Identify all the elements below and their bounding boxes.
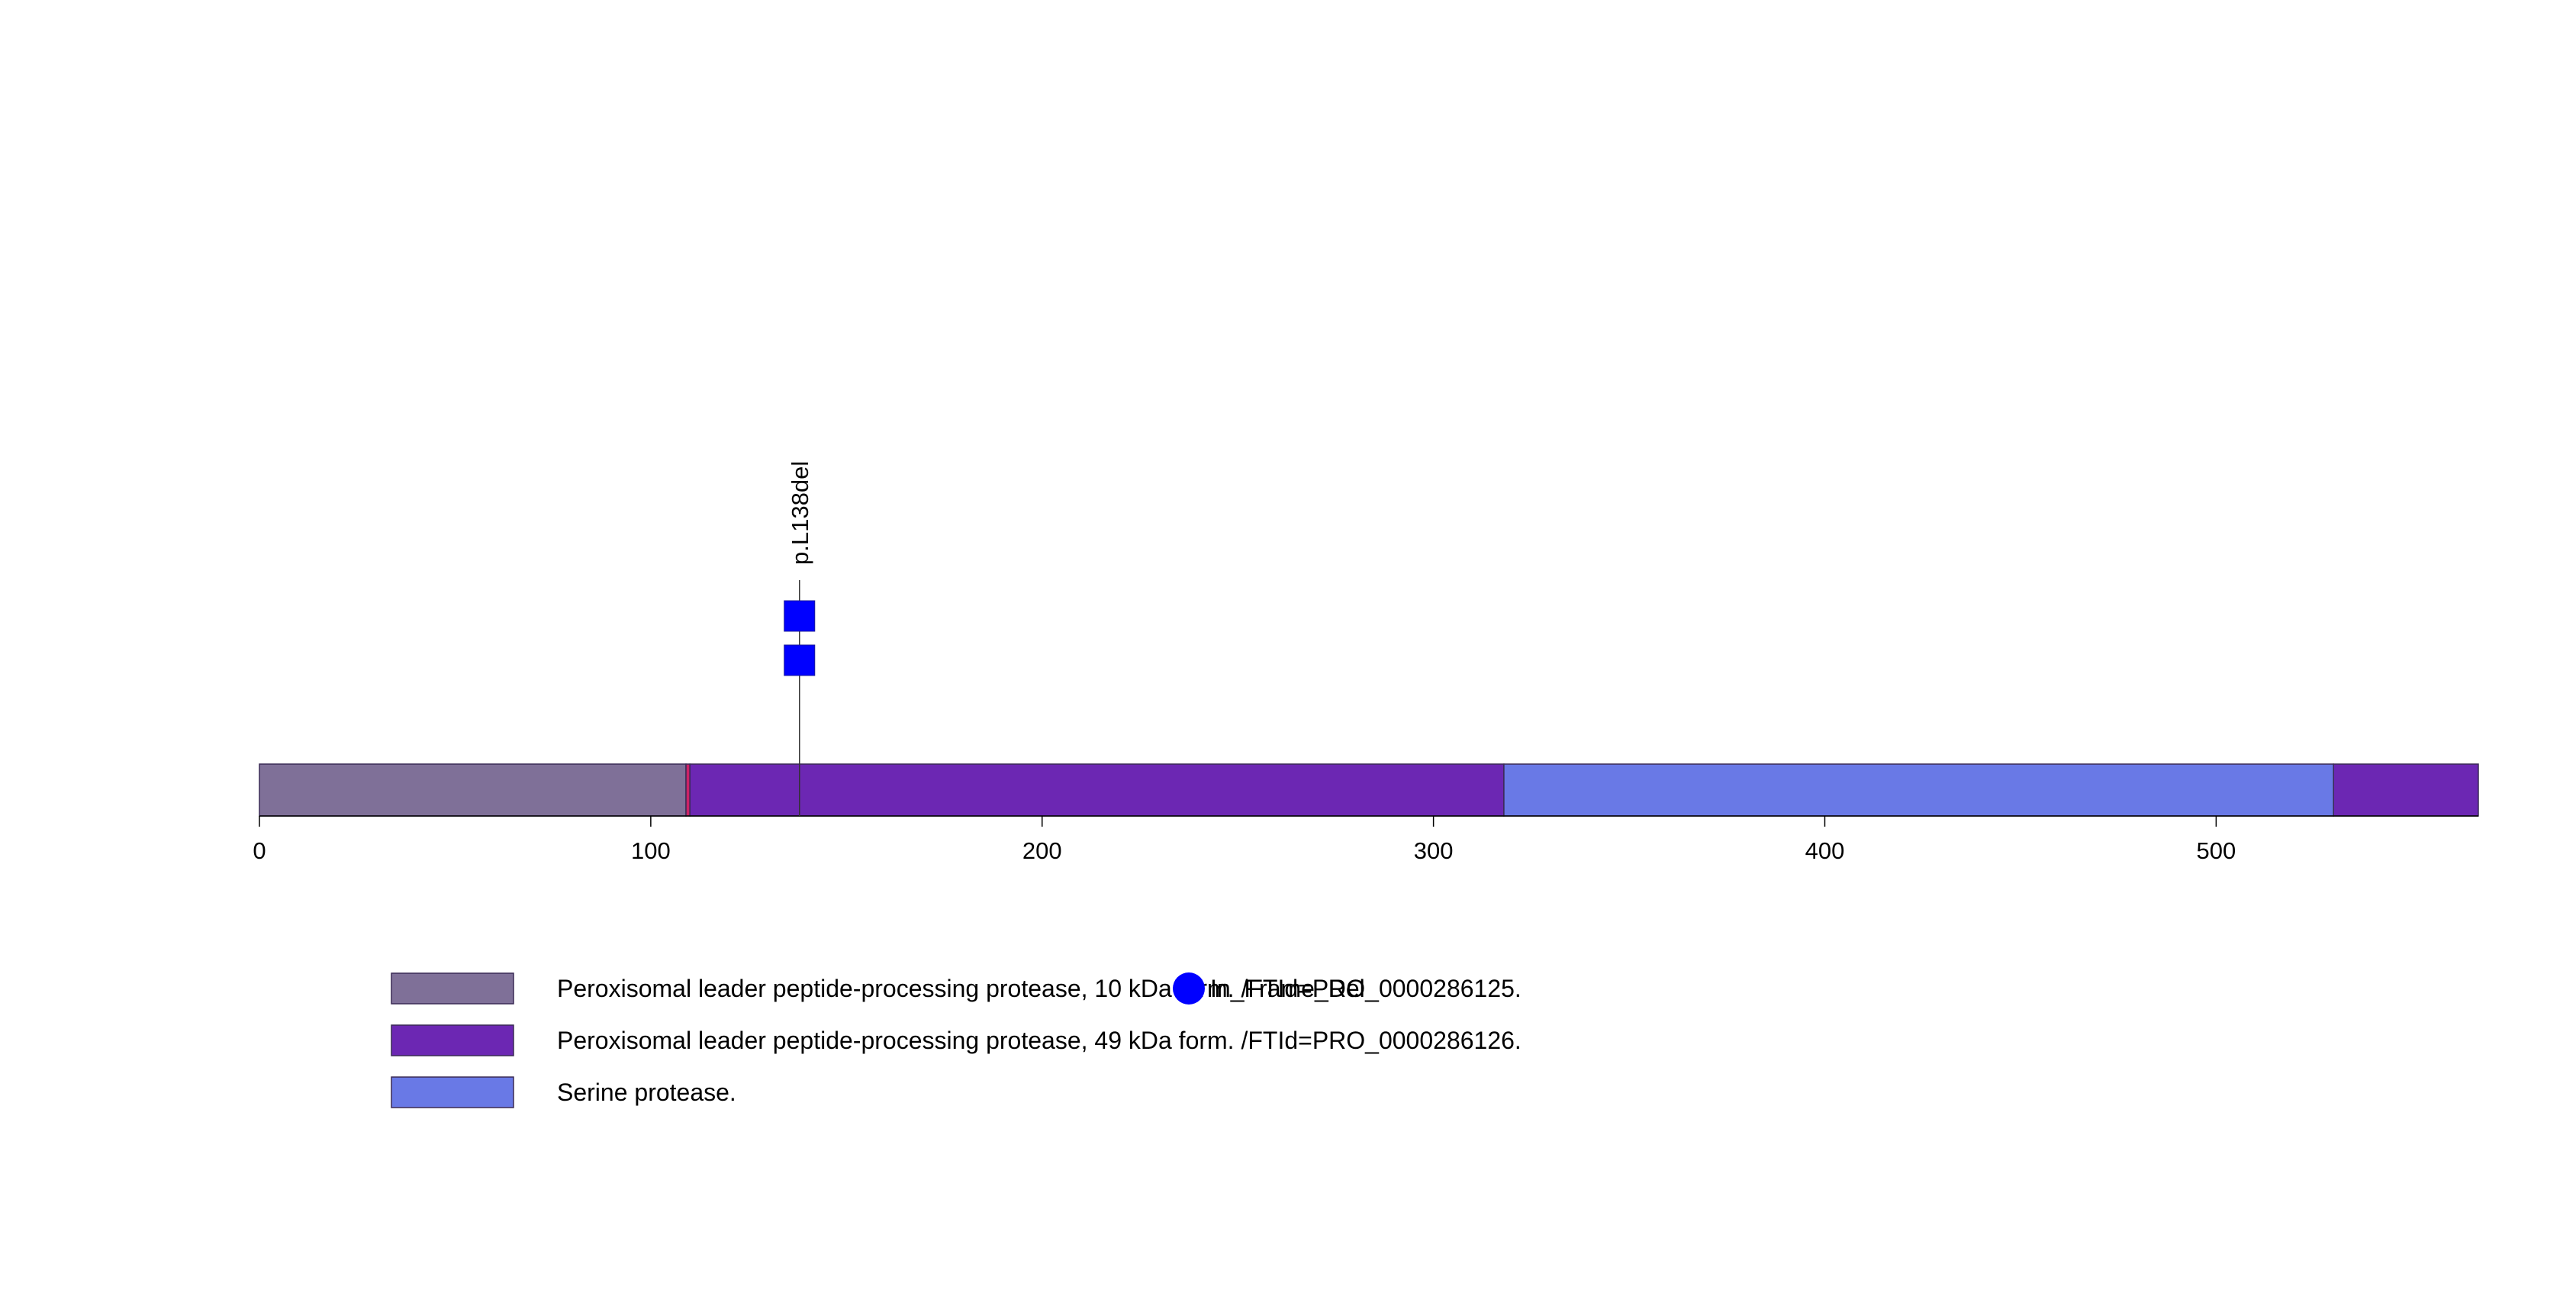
axis-tick-label: 500: [2197, 837, 2236, 864]
legend-mutation-marker: [1173, 972, 1205, 1005]
legend-label: Peroxisomal leader peptide-processing pr…: [557, 975, 1521, 1002]
legend-mutation-label: In_Frame_Del: [1210, 975, 1365, 1002]
axis-tick-label: 300: [1414, 837, 1454, 864]
region-segment: [2333, 763, 2479, 817]
mutation-track: p.L138del: [784, 461, 816, 816]
legend: Peroxisomal leader peptide-processing pr…: [391, 972, 1521, 1108]
position-axis: 0 100 200 300 400 500: [253, 815, 2478, 864]
axis-tick-label: 0: [253, 837, 266, 864]
region-segment: [689, 763, 1505, 817]
axis-tick-label: 400: [1805, 837, 1845, 864]
region-segment: [259, 763, 687, 817]
legend-swatch: [391, 1024, 514, 1056]
legend-swatch: [391, 1076, 514, 1108]
legend-swatch: [391, 972, 514, 1005]
legend-label: Serine protease.: [557, 1079, 736, 1106]
mutation-marker: [784, 600, 816, 632]
legend-label: Peroxisomal leader peptide-processing pr…: [557, 1027, 1521, 1054]
mutation-label: p.L138del: [787, 461, 813, 565]
axis-tick-label: 200: [1022, 837, 1062, 864]
axis-tick-label: 100: [631, 837, 671, 864]
region-segment: [1503, 763, 2334, 817]
mutation-marker: [784, 644, 816, 676]
protein-regions: [259, 763, 2479, 817]
region-segment: [685, 763, 691, 817]
